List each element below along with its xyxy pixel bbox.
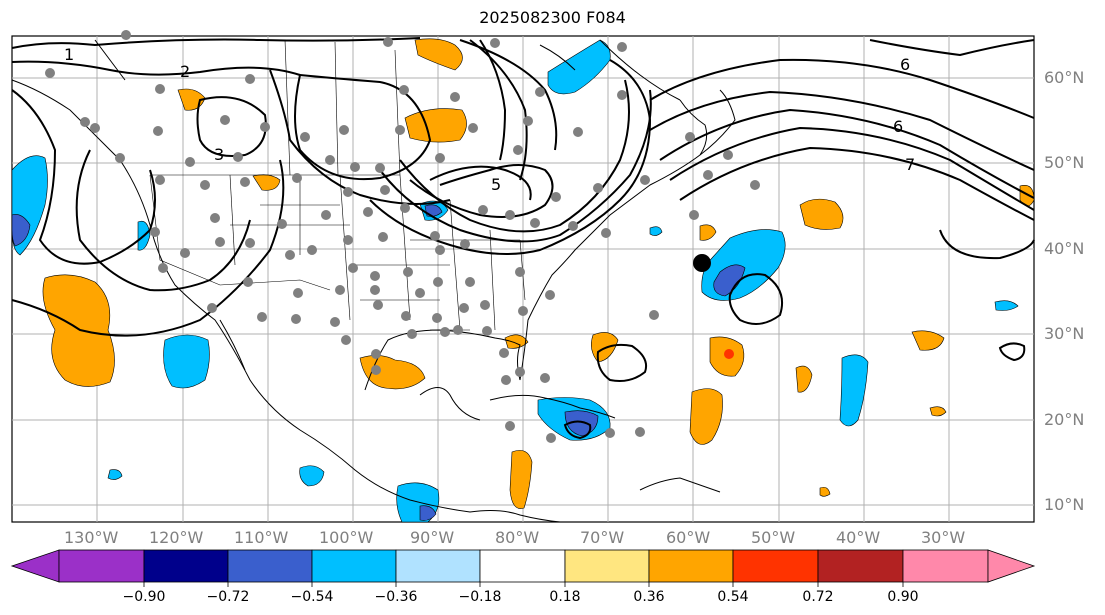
lat-label: 60°N xyxy=(1044,68,1085,87)
lon-label: 80°W xyxy=(495,528,540,547)
colorbar-segment xyxy=(564,549,650,583)
lat-label: 10°N xyxy=(1044,495,1085,514)
colorbar-label: −0.72 xyxy=(206,589,250,605)
lon-label: 130°W xyxy=(64,528,119,547)
lon-label: 110°W xyxy=(234,528,289,547)
colorbar-label: −0.54 xyxy=(290,589,334,605)
lon-label: 40°W xyxy=(836,528,881,547)
colorbar-label: 0.72 xyxy=(802,589,834,605)
colorbar-segment xyxy=(58,549,145,583)
contour-label: 5 xyxy=(491,175,501,194)
state-borders xyxy=(149,39,526,331)
contour-label: 2 xyxy=(180,62,190,81)
lon-label: 70°W xyxy=(580,528,625,547)
lon-label: 60°W xyxy=(666,528,711,547)
station-dots xyxy=(45,30,760,443)
colorbar-segment xyxy=(817,549,904,583)
contour-label: 6 xyxy=(900,55,910,74)
contour-label: 6 xyxy=(893,117,903,136)
colorbar-label: 0.18 xyxy=(549,589,581,605)
lat-label: 20°N xyxy=(1044,410,1085,429)
colorbar-segment xyxy=(227,549,313,583)
colorbar-label: 0.54 xyxy=(717,589,749,605)
colorbar-label: 0.36 xyxy=(633,589,665,605)
colorbar-label: −0.90 xyxy=(122,589,166,605)
colorbar-segment xyxy=(479,549,566,583)
lon-label: 120°W xyxy=(149,528,204,547)
contour-labels: 1 2 3 5 6 6 7 xyxy=(64,45,915,194)
lat-label: 30°N xyxy=(1044,324,1085,343)
colorbar-label: −0.36 xyxy=(374,589,418,605)
colorbar-segment xyxy=(395,549,481,583)
lon-label: 50°W xyxy=(751,528,796,547)
colorbar-segment xyxy=(648,549,734,583)
lat-label: 50°N xyxy=(1044,153,1085,172)
colorbar-segment xyxy=(902,549,989,583)
colorbar-segment xyxy=(10,549,60,583)
highlight-station-dot xyxy=(693,254,711,272)
lon-label: 100°W xyxy=(319,528,374,547)
colorbar-segment xyxy=(143,549,229,583)
colorbar-label: 0.90 xyxy=(887,589,919,605)
colorbar-segment xyxy=(987,549,1036,583)
negative-anomaly-areas xyxy=(11,39,1019,523)
contour-label: 7 xyxy=(905,155,915,174)
contour-label: 3 xyxy=(214,145,224,164)
lon-label: 90°W xyxy=(410,528,455,547)
lon-label: 30°W xyxy=(921,528,966,547)
colorbar xyxy=(10,549,1036,587)
colorbar-segment xyxy=(311,549,397,583)
intense-anomaly-spot xyxy=(724,349,734,359)
colorbar-segment xyxy=(732,549,819,583)
colorbar-label: −0.18 xyxy=(458,589,502,605)
contour-label: 1 xyxy=(64,45,74,64)
map-title: 2025082300 F084 xyxy=(479,8,626,27)
lat-label: 40°N xyxy=(1044,239,1085,258)
positive-anomaly-areas xyxy=(42,38,1035,509)
